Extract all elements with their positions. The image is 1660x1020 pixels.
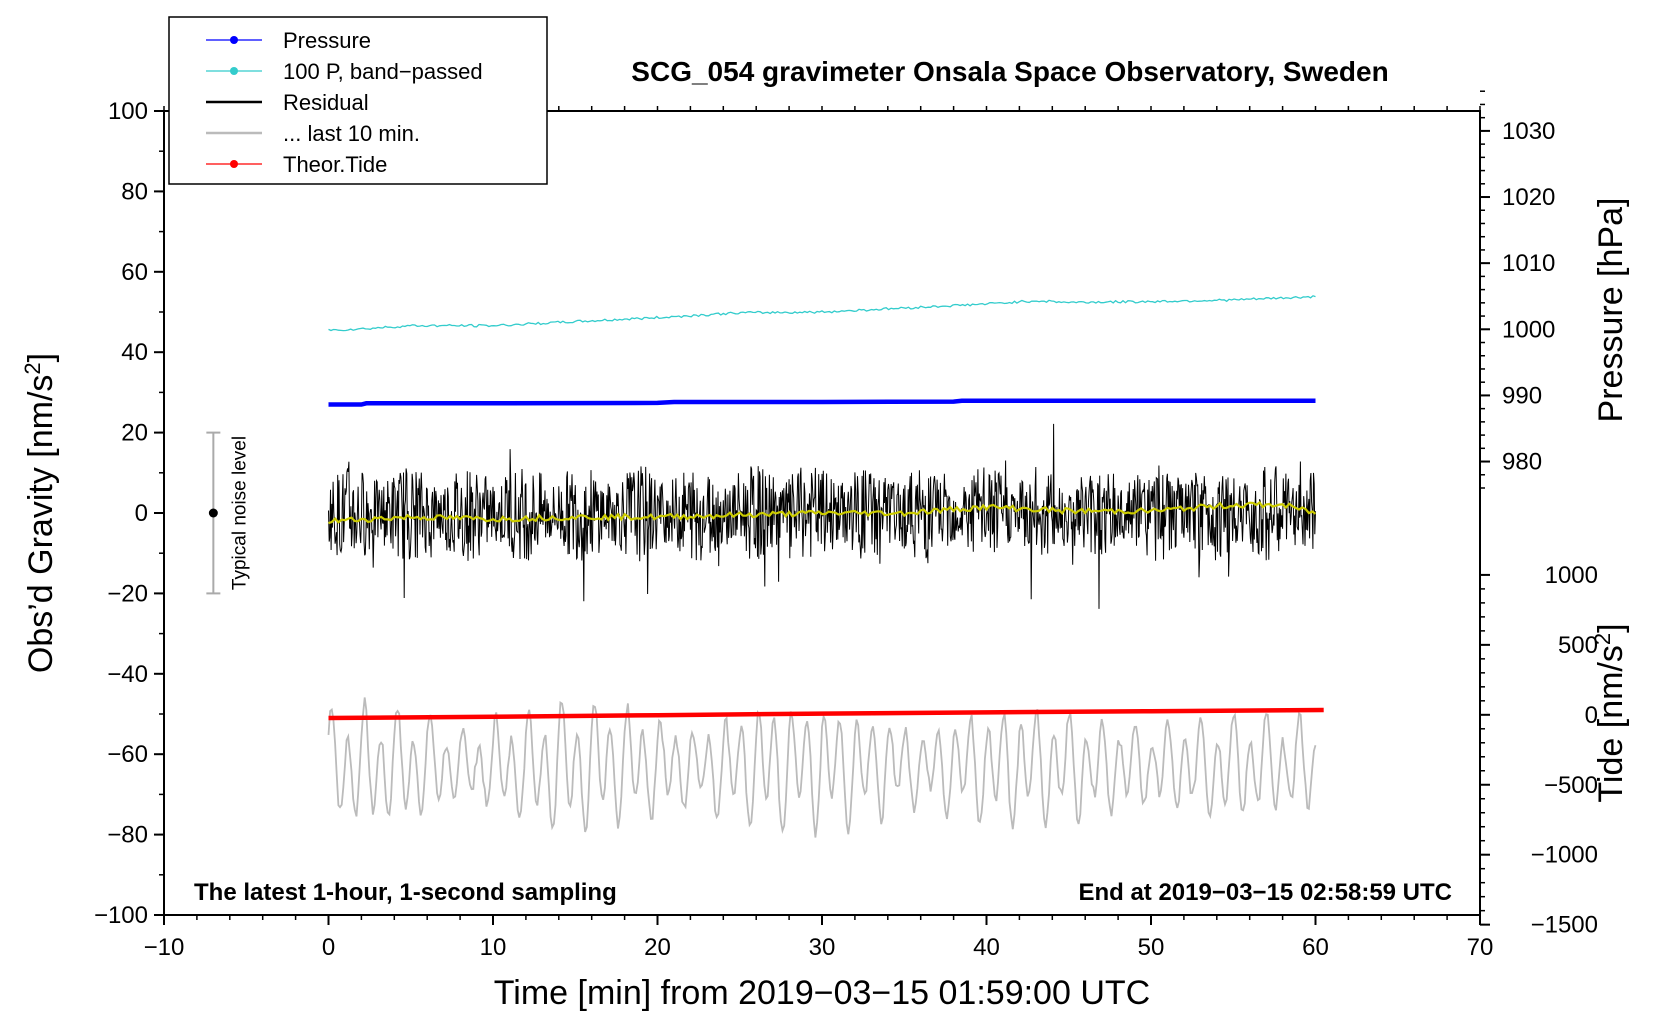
y-tick-label: −60	[107, 741, 148, 768]
series-residual-smoothed	[328, 500, 1317, 525]
series-pressure	[328, 398, 1316, 407]
tide-axis-title-sup: 2	[1590, 633, 1615, 645]
y-tick-label: −20	[107, 580, 148, 607]
x-tick-label: 40	[973, 934, 1000, 961]
y-tick-label: −80	[107, 822, 148, 849]
legend-label: Theor.Tide	[283, 152, 387, 177]
tide-axis-title-close: ]	[1592, 623, 1630, 632]
tide-tick-label: 500	[1558, 632, 1598, 659]
tide-tick-label: −500	[1544, 772, 1598, 799]
y-axis-title-left-sup: 2	[20, 362, 45, 374]
legend-label: Pressure	[283, 28, 371, 53]
y-tick-label: 40	[121, 339, 148, 366]
legend-swatch-dot	[230, 36, 238, 44]
series-residual	[328, 423, 1316, 609]
pressure-tick-label: 980	[1502, 449, 1542, 476]
plot-area: Typical noise level −10 0 10 20 30 40 50 60 7010…	[94, 90, 1598, 961]
annotation-sampling: The latest 1-hour, 1-second sampling	[194, 879, 617, 906]
y-tick-label: −40	[107, 661, 148, 688]
y-axis-title-left: Obs’d Gravity [nm/s2]	[20, 353, 61, 673]
y-tick-label: 20	[121, 420, 148, 447]
y-tick-label: 80	[121, 178, 148, 205]
x-tick-label: 60	[1302, 934, 1329, 961]
tide-axis-title-text: Tide [nm/s	[1592, 645, 1630, 802]
legend-label: ... last 10 min.	[283, 121, 420, 146]
legend-box	[168, 16, 548, 185]
chart-title: SCG_054 gravimeter Onsala Space Observat…	[631, 56, 1388, 87]
series-pressure-bandpassed	[328, 295, 1316, 332]
noise-level-label: Typical noise level	[229, 436, 250, 590]
pressure-tick-label: 1010	[1502, 250, 1555, 277]
x-tick-label: 30	[809, 934, 836, 961]
tide-tick-label: −1000	[1531, 842, 1598, 869]
tide-axis-title: Tide [nm/s2]	[1590, 623, 1631, 802]
tide-tick-label: −1500	[1531, 912, 1598, 939]
y-axis-title-left-close: ]	[22, 353, 60, 362]
tick-layer: −10 0 10 20 30 40 50 60 70100806040200−20−40−60−…	[94, 90, 1598, 961]
legend-swatch-dot	[230, 67, 238, 75]
legend-label: 100 P, band−passed	[283, 59, 483, 84]
pressure-tick-label: 1020	[1502, 184, 1555, 211]
annotation-end-time: End at 2019−03−15 02:58:59 UTC	[1078, 879, 1452, 906]
x-tick-label: −10	[144, 934, 185, 961]
y-tick-label: 100	[108, 98, 148, 125]
tide-tick-label: 0	[1585, 702, 1598, 729]
y-axis-title-left-text: Obs’d Gravity [nm/s	[22, 375, 60, 674]
x-tick-label: 50	[1138, 934, 1165, 961]
y-tick-label: 0	[135, 500, 148, 527]
pressure-tick-label: 990	[1502, 382, 1542, 409]
y-tick-label: −100	[94, 902, 148, 929]
x-tick-label: 20	[644, 934, 671, 961]
noise-bar-layer: Typical noise level	[206, 431, 250, 595]
x-axis-title: Time [min] from 2019−03−15 01:59:00 UTC	[494, 974, 1150, 1012]
x-tick-label: 70	[1467, 934, 1494, 961]
series-layer	[327, 295, 1324, 838]
legend-label: Residual	[283, 90, 369, 115]
x-tick-label: 0	[322, 934, 335, 961]
y-tick-label: 60	[121, 259, 148, 286]
noise-bar-center	[208, 508, 218, 518]
legend: Pressure 100 P, band−passed Residual ... la…	[168, 16, 548, 185]
series-theor-tide	[328, 707, 1324, 721]
legend-swatch-dot	[230, 160, 238, 168]
x-tick-label: 10	[480, 934, 507, 961]
pressure-tick-label: 1030	[1502, 118, 1555, 145]
pressure-tick-label: 1000	[1502, 316, 1555, 343]
tide-tick-label: 1000	[1545, 562, 1598, 589]
series-last-10-min	[327, 697, 1317, 838]
pressure-axis-title: Pressure [hPa]	[1592, 198, 1630, 423]
